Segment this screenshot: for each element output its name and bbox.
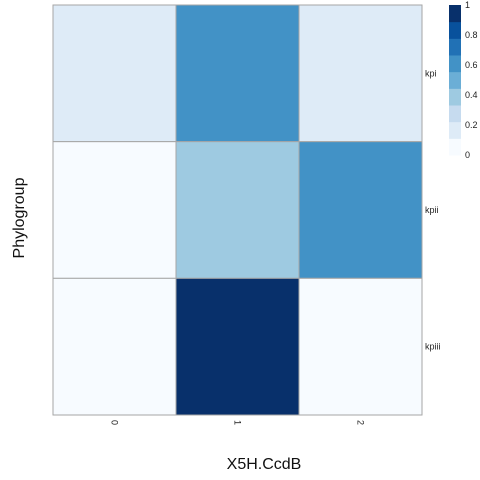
legend-swatch [449,138,461,156]
heatmap-cell-kpii-1 [175,141,300,279]
x-tick-label: 1 [233,420,243,425]
legend-tick-label: 0.4 [465,90,478,100]
x-axis-title: X5H.CcdB [227,456,302,473]
legend-swatch [449,38,461,56]
legend-tick-label: 0.8 [465,30,478,40]
color-legend: 1 0.8 0.6 0.4 0.2 0 [449,0,478,160]
y-tick-label: kpii [425,205,439,215]
y-axis-title: Phylogroup [11,177,28,258]
y-tick-label: kpiii [425,342,441,352]
legend-swatch [449,55,461,73]
heatmap-cell-kpi-2 [298,4,423,143]
y-tick-labels: kpi kpii kpiii [425,68,441,351]
heatmap-cell-kpiii-1 [175,277,300,416]
legend-swatch [449,88,461,106]
y-tick-label: kpi [425,68,437,78]
heatmap-cell-kpiii-2 [298,277,423,416]
heatmap-cell-kpii-2 [298,141,423,279]
legend-swatch [449,21,461,39]
legend-tick-label: 1 [465,0,470,10]
legend-swatch [449,105,461,123]
heatmap-cell-kpiii-0 [52,277,177,416]
heatmap-cells [52,4,423,416]
x-tick-label: 2 [356,420,366,425]
x-tick-label: 0 [110,420,120,425]
legend-swatch [449,5,461,23]
legend-tick-label: 0.6 [465,60,478,70]
heatmap-cell-kpi-1 [175,4,300,143]
x-tick-labels: 0 1 2 [110,420,366,425]
legend-tick-label: 0 [465,150,470,160]
legend-tick-label: 0.2 [465,120,478,130]
heatmap-cell-kpii-0 [52,141,177,279]
heatmap-cell-kpi-0 [52,4,177,143]
legend-swatch [449,121,461,139]
legend-swatch [449,71,461,89]
